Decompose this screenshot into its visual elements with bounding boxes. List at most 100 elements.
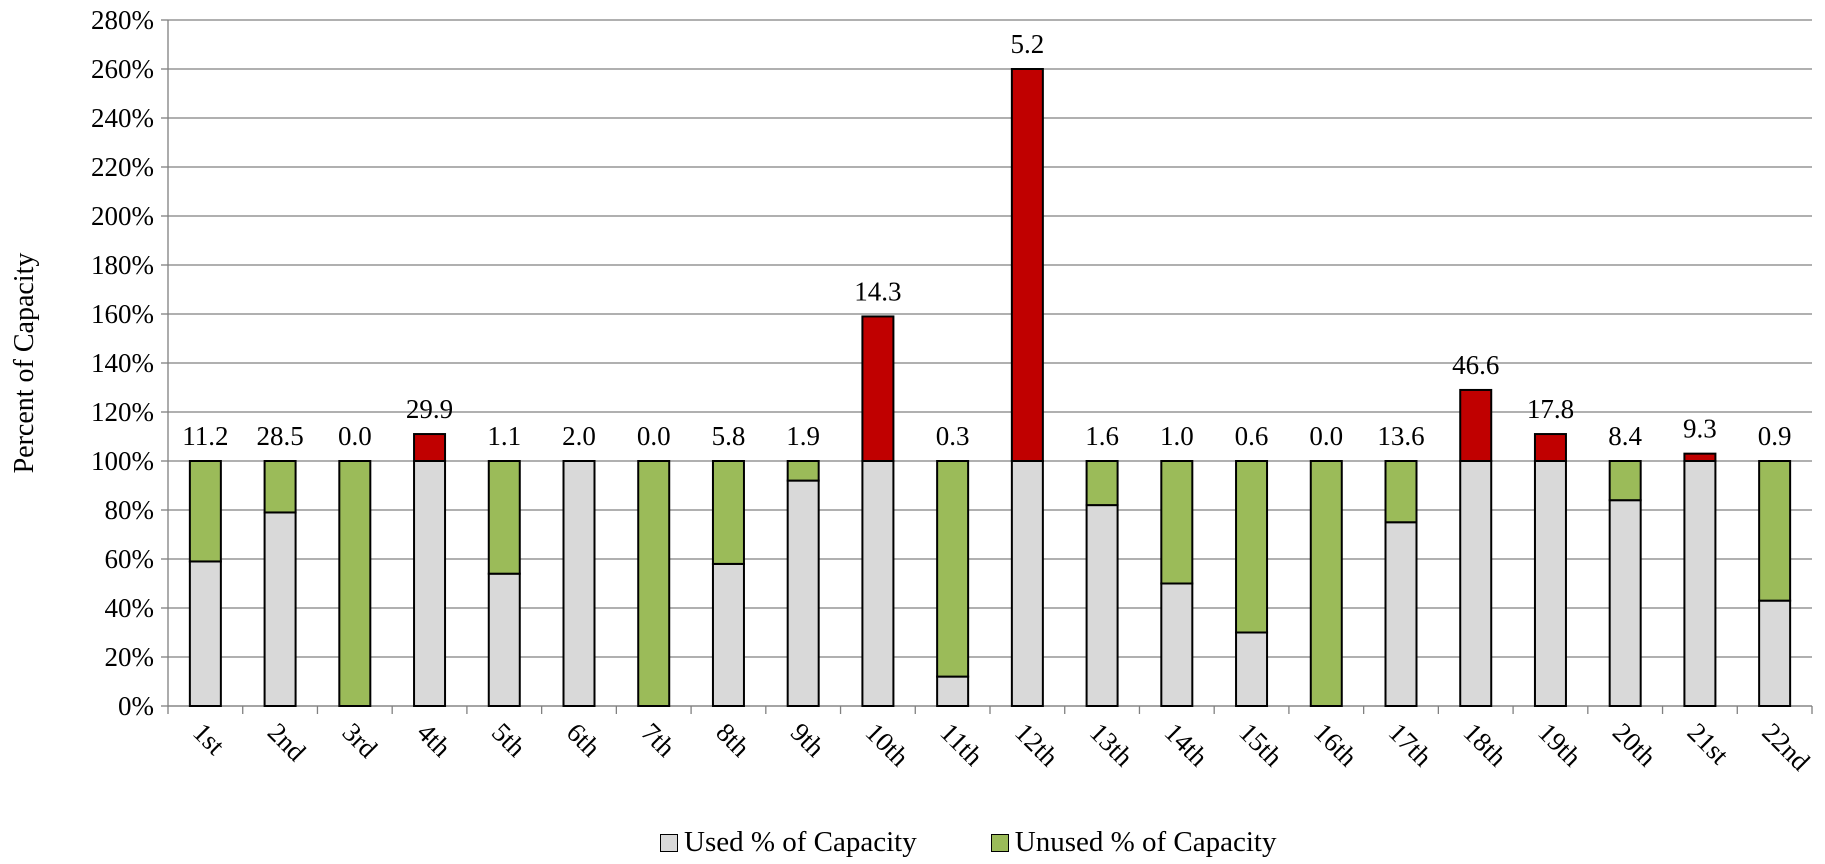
y-tick-label: 180% bbox=[91, 250, 154, 280]
legend-swatch-unused bbox=[990, 833, 1009, 852]
bar-segment-unused bbox=[1758, 460, 1792, 602]
data-label: 0.6 bbox=[1235, 421, 1269, 451]
bar-segment-used bbox=[413, 460, 447, 707]
x-tick-label: 12th bbox=[1009, 717, 1065, 773]
y-tick-label: 240% bbox=[91, 103, 154, 133]
data-label: 11.2 bbox=[182, 421, 228, 451]
x-tick-label: 21st bbox=[1682, 717, 1735, 770]
data-label: 13.6 bbox=[1377, 421, 1424, 451]
data-label: 1.9 bbox=[786, 421, 820, 451]
data-label: 1.1 bbox=[487, 421, 521, 451]
y-tick-label: 80% bbox=[105, 495, 155, 525]
data-label: 0.9 bbox=[1758, 421, 1792, 451]
data-label: 0.3 bbox=[936, 421, 970, 451]
x-tick-label: 9th bbox=[785, 717, 831, 763]
bar-segment-used bbox=[1235, 631, 1269, 707]
bar-segment-used bbox=[1010, 460, 1044, 707]
bar-segment-used bbox=[1683, 460, 1717, 707]
bar-segment-unused bbox=[1309, 460, 1343, 707]
data-label: 17.8 bbox=[1527, 394, 1574, 424]
y-tick-label: 20% bbox=[105, 642, 155, 672]
bar-segment-over bbox=[861, 315, 895, 463]
data-label: 8.4 bbox=[1608, 421, 1642, 451]
legend-swatch-used bbox=[660, 833, 678, 852]
bar-segment-unused bbox=[786, 460, 820, 482]
bar-segment-unused bbox=[711, 460, 745, 565]
bar-segment-used bbox=[1085, 504, 1119, 707]
x-tick-label: 1st bbox=[187, 717, 231, 761]
data-label: 5.2 bbox=[1010, 29, 1044, 59]
data-label: 9.3 bbox=[1683, 414, 1717, 444]
data-label: 29.9 bbox=[406, 394, 453, 424]
y-tick-label: 100% bbox=[91, 446, 154, 476]
x-tick-label: 13th bbox=[1084, 717, 1140, 773]
data-label: 2.0 bbox=[562, 421, 596, 451]
y-tick-label: 260% bbox=[91, 54, 154, 84]
x-tick-label: 20th bbox=[1607, 717, 1663, 773]
bar-segment-unused bbox=[637, 460, 671, 707]
bar-segment-unused bbox=[1608, 460, 1642, 502]
data-label: 5.8 bbox=[712, 421, 746, 451]
bar-segment-used bbox=[562, 460, 596, 707]
bar-segment-unused bbox=[936, 460, 970, 678]
x-tick-label: 8th bbox=[710, 717, 756, 763]
bar-segment-used bbox=[487, 572, 521, 708]
bar-segment-used bbox=[1384, 521, 1418, 707]
x-tick-label: 7th bbox=[635, 717, 681, 763]
y-tick-label: 0% bbox=[118, 691, 154, 721]
bar-segment-used bbox=[936, 675, 970, 707]
bar-segment-over bbox=[1533, 433, 1567, 462]
data-label: 0.0 bbox=[637, 421, 671, 451]
data-label: 0.0 bbox=[338, 421, 372, 451]
bar-segment-over bbox=[1459, 388, 1493, 463]
x-tick-label: 6th bbox=[561, 717, 607, 763]
legend: Used % of Capacity Unused % of Capacity bbox=[660, 826, 1277, 859]
legend-item-unused: Unused % of Capacity bbox=[990, 826, 1277, 859]
legend-label-unused: Unused % of Capacity bbox=[1014, 826, 1277, 858]
x-tick-label: 5th bbox=[486, 717, 532, 763]
bar-segment-unused bbox=[1160, 460, 1194, 585]
x-tick-label: 11th bbox=[934, 717, 989, 772]
bar-segment-unused bbox=[1085, 460, 1119, 507]
y-tick-label: 40% bbox=[105, 593, 155, 623]
bar-segment-used bbox=[1758, 599, 1792, 708]
y-tick-label: 120% bbox=[91, 397, 154, 427]
bar-chart: 0% 20% 40% 60% 80% 100% 120% 140% 160% 180% 200% 22… bbox=[9, 5, 1816, 777]
x-tick-label: 17th bbox=[1383, 717, 1439, 773]
x-tick-label: 15th bbox=[1233, 717, 1289, 773]
bar-segment-used bbox=[1533, 460, 1567, 707]
bar-segment-used bbox=[786, 479, 820, 707]
bar-segment-used bbox=[861, 460, 895, 707]
data-label: 0.0 bbox=[1309, 421, 1343, 451]
data-label: 1.0 bbox=[1160, 421, 1194, 451]
y-tick-label: 280% bbox=[91, 5, 154, 35]
x-tick-label: 19th bbox=[1532, 717, 1588, 773]
legend-label-used: Used % of Capacity bbox=[684, 826, 917, 858]
x-tick-label: 10th bbox=[860, 717, 916, 773]
x-tick-label: 14th bbox=[1159, 717, 1215, 773]
x-tick-label: 4th bbox=[411, 717, 457, 763]
y-tick-label: 160% bbox=[91, 299, 154, 329]
x-tick-label: 22nd bbox=[1756, 717, 1816, 777]
bar-segment-unused bbox=[338, 460, 372, 707]
bar-segment-used bbox=[263, 511, 297, 708]
bar-segment-unused bbox=[263, 460, 297, 514]
bar-segment-over bbox=[1010, 68, 1044, 462]
y-tick-label: 200% bbox=[91, 201, 154, 231]
y-tick-label: 60% bbox=[105, 544, 155, 574]
x-tick-label: 18th bbox=[1457, 717, 1513, 773]
bar-segment-unused bbox=[1384, 460, 1418, 524]
bar-segment-unused bbox=[487, 460, 521, 575]
bar-segment-used bbox=[188, 560, 222, 708]
legend-item-used: Used % of Capacity bbox=[660, 826, 917, 859]
bar-segment-unused bbox=[1235, 460, 1269, 634]
y-tick-label: 140% bbox=[91, 348, 154, 378]
data-label: 46.6 bbox=[1452, 350, 1499, 380]
y-axis-label: Percent of Capacity bbox=[9, 253, 40, 474]
bar-segment-used bbox=[1160, 582, 1194, 707]
y-tick-label: 220% bbox=[91, 152, 154, 182]
data-label: 14.3 bbox=[854, 276, 901, 306]
x-tick-label: 2nd bbox=[262, 717, 312, 767]
bar-segment-over bbox=[413, 433, 447, 462]
